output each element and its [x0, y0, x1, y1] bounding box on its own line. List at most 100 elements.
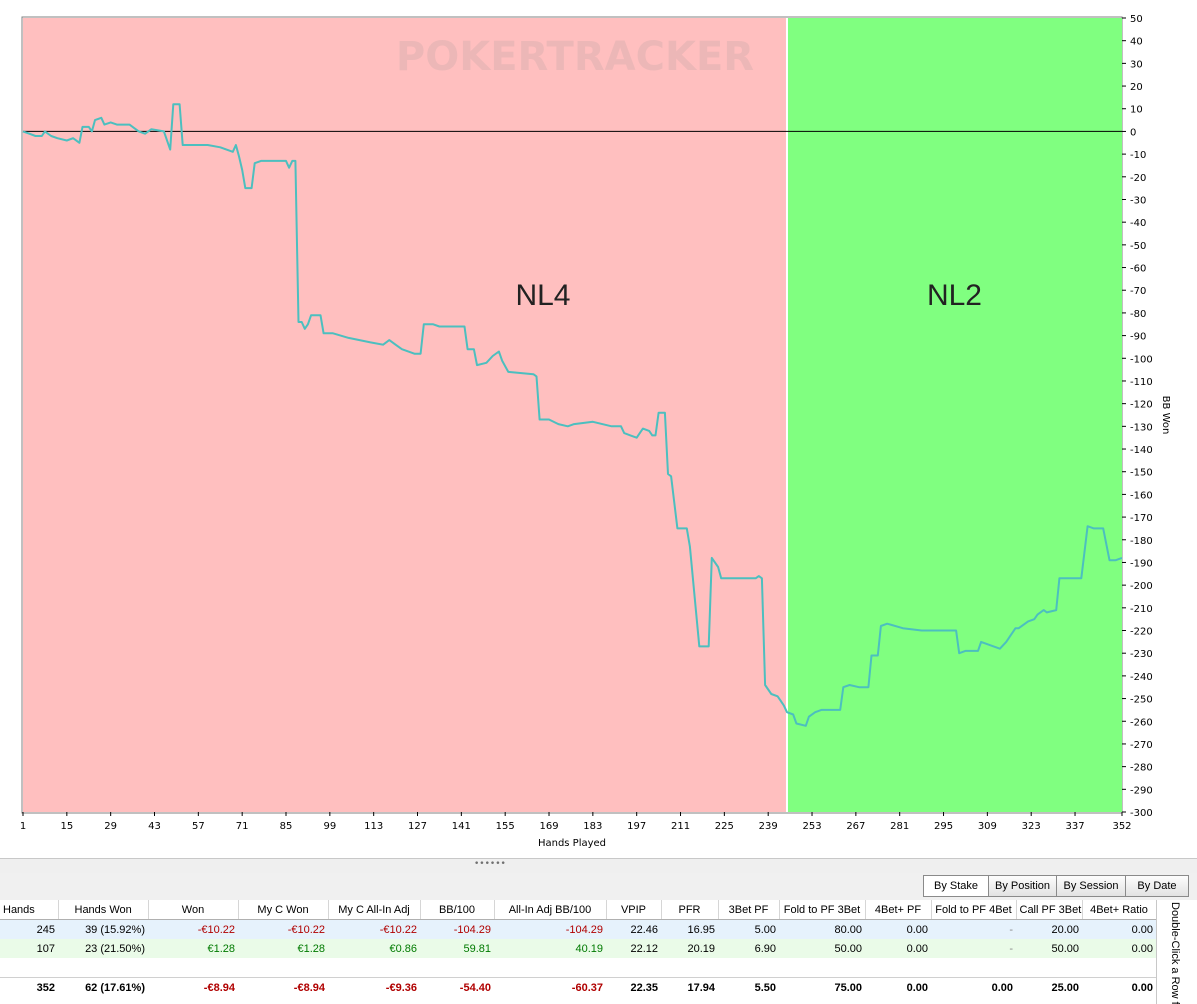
- region-nl4: [23, 18, 787, 812]
- y-tick-label: -240: [1130, 672, 1153, 683]
- cell-pfr: 20.19: [661, 939, 718, 958]
- x-tick-label: 113: [364, 821, 383, 832]
- col-header-fold-to-pf-3bet[interactable]: Fold to PF 3Bet: [779, 900, 866, 920]
- cell-4bet-pf: 0.00: [865, 939, 931, 958]
- cell-all-in-adj-bb-100: 40.19: [494, 939, 606, 958]
- x-tick-label: 57: [192, 821, 205, 832]
- tab-by-position[interactable]: By Position: [988, 875, 1057, 897]
- total-pfr: 17.94: [661, 977, 718, 997]
- col-header-hands-won[interactable]: Hands Won: [58, 900, 149, 920]
- x-tick-label: 225: [715, 821, 734, 832]
- x-tick-label: 253: [802, 821, 821, 832]
- x-tick-label: 29: [104, 821, 117, 832]
- total-4bet-pf: 0.00: [865, 977, 931, 997]
- cell-call-pf-3bet: 20.00: [1016, 919, 1082, 939]
- cell-all-in-adj-bb-100: -104.29: [494, 919, 606, 939]
- col-header-4bet-ratio[interactable]: 4Bet+ Ratio: [1082, 900, 1157, 920]
- y-tick-label: -190: [1130, 558, 1153, 569]
- grouping-tabs: By Stake By Position By Session By Date: [923, 875, 1189, 897]
- cell-bb-100: -104.29: [420, 919, 494, 939]
- y-tick-label: -280: [1130, 763, 1153, 774]
- table-header-row: Hands Hands Won Won My C Won My C All-In…: [0, 900, 1157, 920]
- x-tick-label: 337: [1065, 821, 1084, 832]
- col-header-fold-to-pf-4bet[interactable]: Fold to PF 4Bet: [931, 900, 1017, 920]
- cell-4bet-ratio: 0.00: [1082, 919, 1156, 939]
- y-tick-label: -30: [1130, 195, 1146, 206]
- table-total-row: 352 62 (17.61%) -€8.94 -€8.94 -€9.36 -54…: [0, 977, 1156, 997]
- cell-hands-won: 23 (21.50%): [58, 939, 148, 958]
- col-header-won[interactable]: Won: [148, 900, 239, 920]
- x-tick-label: 309: [978, 821, 997, 832]
- cell-fold-to-pf-4bet: -: [931, 939, 1016, 958]
- x-tick-label: 295: [934, 821, 953, 832]
- region-label-nl2: NL2: [927, 279, 982, 312]
- cell-4bet-ratio: 0.00: [1082, 939, 1156, 958]
- total-hands: 352: [0, 977, 58, 997]
- y-tick-label: 50: [1130, 14, 1143, 25]
- cell-my-c-all-in-adj: -€10.22: [328, 919, 420, 939]
- y-tick-label: -10: [1130, 150, 1146, 161]
- tab-by-stake[interactable]: By Stake: [923, 875, 989, 897]
- cell-my-c-all-in-adj: €0.86: [328, 939, 420, 958]
- cell-fold-to-pf-4bet: -: [931, 919, 1016, 939]
- cell-bb-100: 59.81: [420, 939, 494, 958]
- y-tick-label: -130: [1130, 422, 1153, 433]
- x-tick-label: 155: [496, 821, 515, 832]
- double-click-hint: Double-Click a Row for De: [1156, 900, 1197, 1004]
- total-call-pf-3bet: 25.00: [1016, 977, 1082, 997]
- col-header-bb-100[interactable]: BB/100: [420, 900, 495, 920]
- tab-by-session[interactable]: By Session: [1056, 875, 1126, 897]
- y-tick-label: -270: [1130, 740, 1153, 751]
- splitter-handle[interactable]: ••••••: [0, 859, 1197, 873]
- tab-by-date[interactable]: By Date: [1125, 875, 1189, 897]
- x-tick-label: 141: [452, 821, 471, 832]
- total-4bet-ratio: 0.00: [1082, 977, 1156, 997]
- y-tick-label: -230: [1130, 649, 1153, 660]
- total-won: -€8.94: [148, 977, 238, 997]
- cell-fold-to-pf-3bet: 50.00: [779, 939, 865, 958]
- y-tick-label: -70: [1130, 286, 1146, 297]
- bb-won-chart: NL4 NL2 POKERTRACKER 50 40 30 20 10 0 -10 -20 -30…: [20, 14, 1171, 849]
- y-tick-label: -100: [1130, 354, 1153, 365]
- total-fold-to-pf-4bet: 0.00: [931, 977, 1016, 997]
- col-header-vpip[interactable]: VPIP: [606, 900, 662, 920]
- cell-hands-won: 39 (15.92%): [58, 919, 148, 939]
- cell-pfr: 16.95: [661, 919, 718, 939]
- cell-my-c-won: €1.28: [238, 939, 328, 958]
- y-tick-label: -40: [1130, 218, 1146, 229]
- x-tick-label: 169: [539, 821, 558, 832]
- cell-4bet-pf: 0.00: [865, 919, 931, 939]
- cell-hands: 245: [0, 919, 58, 939]
- stats-table: Hands Hands Won Won My C Won My C All-In…: [0, 900, 1157, 997]
- y-tick-label: -160: [1130, 490, 1153, 501]
- x-tick-label: 85: [280, 821, 293, 832]
- region-nl2: [786, 18, 1122, 812]
- col-header-4bet-pf[interactable]: 4Bet+ PF: [865, 900, 932, 920]
- table-row-nl2[interactable]: 107 23 (21.50%) €1.28 €1.28 €0.86 59.81 …: [0, 939, 1156, 958]
- cell-won: -€10.22: [148, 919, 238, 939]
- x-axis-label: Hands Played: [538, 838, 606, 849]
- y-tick-label: -300: [1130, 808, 1153, 819]
- watermark-logo: POKERTRACKER: [396, 34, 754, 80]
- total-all-in-adj-bb-100: -60.37: [494, 977, 606, 997]
- x-tick-label: 71: [236, 821, 249, 832]
- x-tick-label: 43: [148, 821, 161, 832]
- col-header-3bet-pf[interactable]: 3Bet PF: [718, 900, 780, 920]
- y-tick-label: 10: [1130, 105, 1143, 116]
- x-tick-label: 99: [323, 821, 336, 832]
- x-tick-label: 281: [890, 821, 909, 832]
- x-tick-label: 352: [1112, 821, 1131, 832]
- col-header-my-c-all-in-adj[interactable]: My C All-In Adj: [328, 900, 421, 920]
- col-header-all-in-adj-bb-100[interactable]: All-In Adj BB/100: [494, 900, 607, 920]
- x-tick-label: 15: [60, 821, 73, 832]
- total-vpip: 22.35: [606, 977, 661, 997]
- y-tick-label: -120: [1130, 400, 1153, 411]
- col-header-call-pf-3bet[interactable]: Call PF 3Bet: [1016, 900, 1083, 920]
- col-header-my-c-won[interactable]: My C Won: [238, 900, 329, 920]
- col-header-hands[interactable]: Hands: [0, 900, 59, 920]
- table-row-nl4[interactable]: 245 39 (15.92%) -€10.22 -€10.22 -€10.22 …: [0, 919, 1156, 939]
- col-header-pfr[interactable]: PFR: [661, 900, 719, 920]
- y-tick-label: -90: [1130, 332, 1146, 343]
- total-my-c-won: -€8.94: [238, 977, 328, 997]
- x-tick-label: 127: [408, 821, 427, 832]
